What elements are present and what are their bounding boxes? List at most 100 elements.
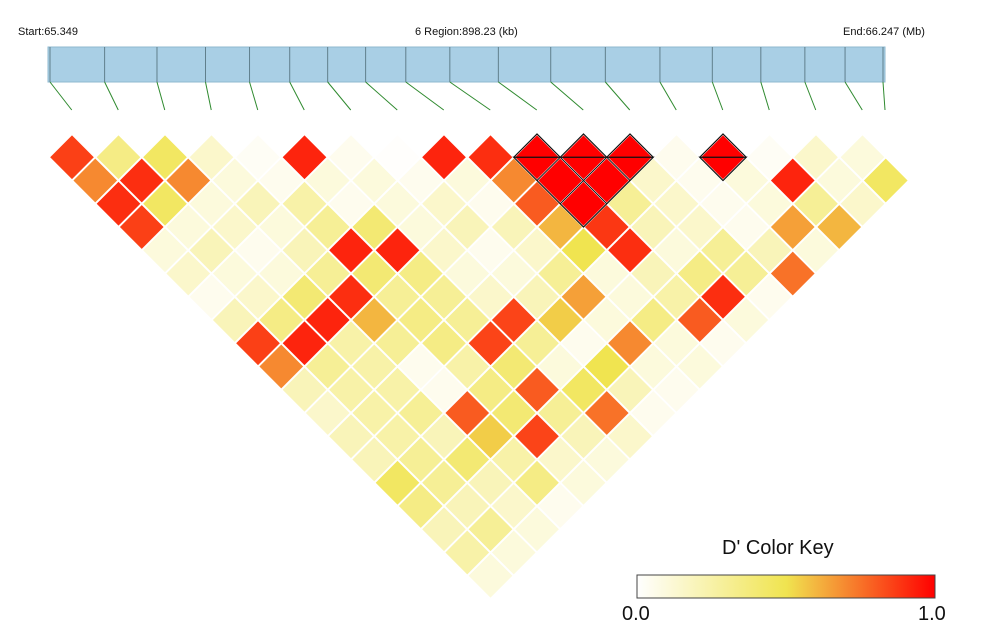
snp-connector (365, 81, 398, 111)
ld-cell (676, 296, 724, 344)
ld-cell (397, 436, 445, 483)
ld-cell (490, 250, 538, 297)
ld-cell (513, 319, 561, 367)
ld-cell (443, 203, 491, 251)
snp-connector (498, 81, 538, 111)
ld-cell (629, 389, 677, 437)
ld-cell (211, 157, 259, 204)
ld-cell (536, 436, 584, 483)
ld-cell (397, 343, 445, 390)
ld-cell (71, 157, 119, 204)
ld-cell (374, 366, 421, 414)
ld-cell (769, 203, 817, 251)
ld-cell (374, 133, 421, 181)
ld-cell (304, 250, 352, 297)
ld-cell (420, 226, 468, 274)
ld-cell (560, 412, 607, 460)
ld-cell (606, 412, 654, 460)
snp-connector (711, 81, 724, 111)
ld-cell (95, 180, 142, 228)
ld-cell (467, 459, 514, 507)
ld-cell (653, 180, 700, 228)
ld-cell (513, 273, 561, 321)
ld-cell (862, 157, 910, 204)
snp-connector (405, 81, 445, 111)
ld-cell (257, 296, 305, 344)
ld-cell (350, 343, 398, 390)
region-start-label: Start:65.349 (18, 26, 78, 38)
ld-cell (560, 273, 607, 321)
ld-cell (513, 505, 561, 553)
ld-cell (350, 436, 398, 483)
snp-connector (104, 81, 119, 111)
ld-cell (304, 203, 352, 251)
ld-cell (141, 180, 189, 228)
ld-cell (746, 133, 793, 181)
ld-cell (490, 436, 538, 483)
ld-cell (374, 180, 421, 228)
ld-cell (420, 459, 468, 507)
ld-cell (397, 296, 445, 344)
ld-cell (583, 250, 631, 297)
snp-connector (844, 81, 863, 111)
haplotype-block-edge (536, 156, 561, 181)
ld-cell (629, 296, 677, 344)
ld-cell (443, 389, 491, 437)
snp-connector (804, 81, 817, 111)
ld-cell (560, 319, 607, 367)
haplotype-block-edge (559, 133, 608, 158)
ld-cell (350, 389, 398, 437)
ld-cell (490, 343, 538, 390)
ld-cell (304, 343, 352, 390)
ld-cell (536, 389, 584, 437)
ld-cell (188, 180, 235, 228)
snp-connector (550, 81, 584, 111)
ld-cell (234, 226, 282, 274)
ld-cell (467, 366, 514, 414)
ld-cell (443, 436, 491, 483)
ld-cell (374, 459, 421, 507)
ld-cell (722, 203, 770, 251)
haplotype-block-edge (606, 133, 654, 158)
ld-cell (234, 319, 282, 367)
ld-cell (839, 133, 886, 181)
ld-cell (490, 203, 538, 251)
ld-cell (490, 389, 538, 437)
ld-cell (536, 482, 584, 530)
ld-cell (815, 157, 863, 204)
snp-connector (289, 81, 305, 111)
ld-cell (443, 296, 491, 344)
snp-connector (156, 81, 166, 111)
ld-cell (443, 529, 491, 576)
ld-cell (397, 157, 445, 204)
ld-cell (536, 343, 584, 390)
ld-cell (327, 180, 375, 228)
ld-cell (467, 180, 514, 228)
color-key-gradient (636, 574, 936, 599)
haplotype-block-outline (512, 156, 655, 228)
ld-cell (490, 482, 538, 530)
ld-cell (560, 459, 607, 507)
snp-connector (205, 81, 212, 111)
snp-connector (659, 81, 677, 111)
ld-cell (350, 296, 398, 344)
ld-cell (839, 180, 886, 228)
ld-cell (374, 319, 421, 367)
ld-cell (327, 133, 375, 181)
ld-cell (513, 459, 561, 507)
ld-cell (490, 529, 538, 576)
ld-cell (467, 133, 514, 181)
ld-cell (164, 157, 212, 204)
snp-connector (249, 81, 259, 111)
ld-cell (327, 366, 375, 414)
ld-cell (350, 250, 398, 297)
ld-cell (374, 412, 421, 460)
ld-cell (304, 157, 352, 204)
snp-connector (882, 81, 886, 111)
ld-cell (397, 389, 445, 437)
ld-cells (48, 133, 910, 600)
ld-cell (234, 273, 282, 321)
ld-cell (746, 180, 793, 228)
ld-cell (188, 133, 235, 181)
